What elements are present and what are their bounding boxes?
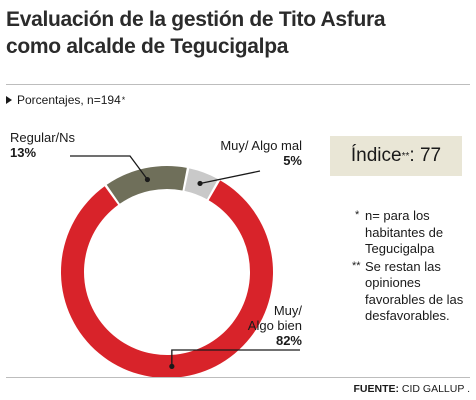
chart-title-line1: Evaluación de la gestión de Tito Asfura	[6, 8, 386, 31]
footnotes: * n= para los habitantes de Tegucigalpa …	[352, 208, 473, 326]
slice-regular	[106, 166, 187, 204]
slice-label-bien: Muy/ Algo bien 82%	[230, 303, 302, 348]
leader-bien	[171, 349, 300, 367]
source-label: FUENTE:	[353, 383, 400, 395]
leader-mal	[199, 170, 261, 185]
footnote-index-mark: **	[352, 259, 361, 272]
index-box: Índice **: 77	[330, 136, 462, 176]
leader-lines	[70, 155, 300, 369]
footnote-sample-mark: *	[355, 209, 360, 221]
index-mark: **	[401, 150, 410, 162]
chart-subtitle: Porcentajes, n=194 *	[6, 93, 125, 107]
source-value: CID GALLUP .	[399, 383, 470, 395]
chart-title-line2: como alcalde de Tegucigalpa	[6, 35, 289, 58]
slice-label-bien-name1: Muy/	[273, 303, 302, 318]
subtitle-mark: *	[121, 95, 126, 105]
title-divider	[6, 84, 470, 85]
leader-regular-dot	[144, 176, 151, 183]
slice-label-bien-name2: Algo bien	[247, 318, 302, 333]
footer-divider	[6, 377, 470, 378]
slice-label-bien-pct: 82%	[275, 333, 302, 348]
index-label: Índice	[350, 145, 402, 166]
slice-label-regular: Regular/Ns 13%	[10, 130, 75, 160]
slice-label-regular-name: Regular/Ns	[10, 130, 76, 145]
slice-label-regular-pct: 13%	[10, 145, 37, 160]
slice-label-mal-name: Muy/ Algo mal	[220, 138, 302, 153]
subtitle-text: Porcentajes, n=194	[17, 93, 121, 107]
footnote-sample: * n= para los habitantes de Tegucigalpa	[355, 208, 473, 258]
slice-label-mal: Muy/ Algo mal 5%	[190, 138, 302, 168]
slice-bien	[61, 180, 274, 378]
triangle-bullet-icon	[6, 96, 12, 104]
footnote-index: ** Se restan las opiniones favorables de…	[352, 258, 473, 325]
source-credit: FUENTE: CID GALLUP .	[354, 383, 471, 395]
leader-regular	[70, 155, 148, 180]
chart-title: Evaluación de la gestión de Tito Asfura …	[6, 6, 446, 60]
index-value: : 77	[409, 145, 442, 166]
leader-mal-dot	[197, 180, 203, 187]
slice-label-mal-pct: 5%	[283, 153, 302, 168]
leader-bien-dot	[169, 363, 175, 369]
footnote-sample-text: n= para los habitantes de Tegucigalpa	[365, 208, 444, 256]
footnote-index-text: Se restan las opiniones favorables de la…	[365, 258, 464, 324]
